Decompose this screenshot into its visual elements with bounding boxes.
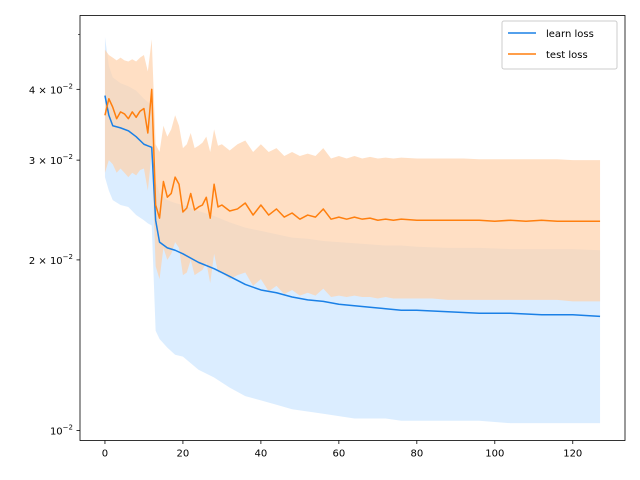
x-tick-label: 40 xyxy=(255,449,268,460)
y-tick-label: 3 × 10−2 xyxy=(29,153,73,167)
learn-loss-band xyxy=(104,36,601,424)
y-tick-label: 2 × 10−2 xyxy=(29,253,73,267)
x-tick-label: 20 xyxy=(177,449,190,460)
test-loss-band xyxy=(104,39,601,302)
plot-area xyxy=(104,36,601,424)
x-tick-label: 100 xyxy=(485,449,504,460)
x-tick-label: 0 xyxy=(102,449,108,460)
axes-frame xyxy=(79,15,626,441)
learn-loss-line xyxy=(104,95,601,318)
x-axis: 0 20 40 60 80 100 120 xyxy=(102,440,582,460)
y-tick-label: 10−2 xyxy=(50,423,73,437)
test-loss-line xyxy=(104,88,601,223)
x-tick-label: 120 xyxy=(563,449,582,460)
legend: learn loss test loss xyxy=(501,20,618,70)
y-tick-label: 4 × 10−2 xyxy=(29,82,73,96)
legend-test-loss-label: test loss xyxy=(546,50,588,61)
legend-learn-loss-label: learn loss xyxy=(546,29,594,40)
x-tick-label: 80 xyxy=(410,449,423,460)
x-tick-label: 60 xyxy=(332,449,345,460)
y-axis: 10−2 2 × 10−2 3 × 10−2 4 × 10−2 xyxy=(29,34,80,437)
